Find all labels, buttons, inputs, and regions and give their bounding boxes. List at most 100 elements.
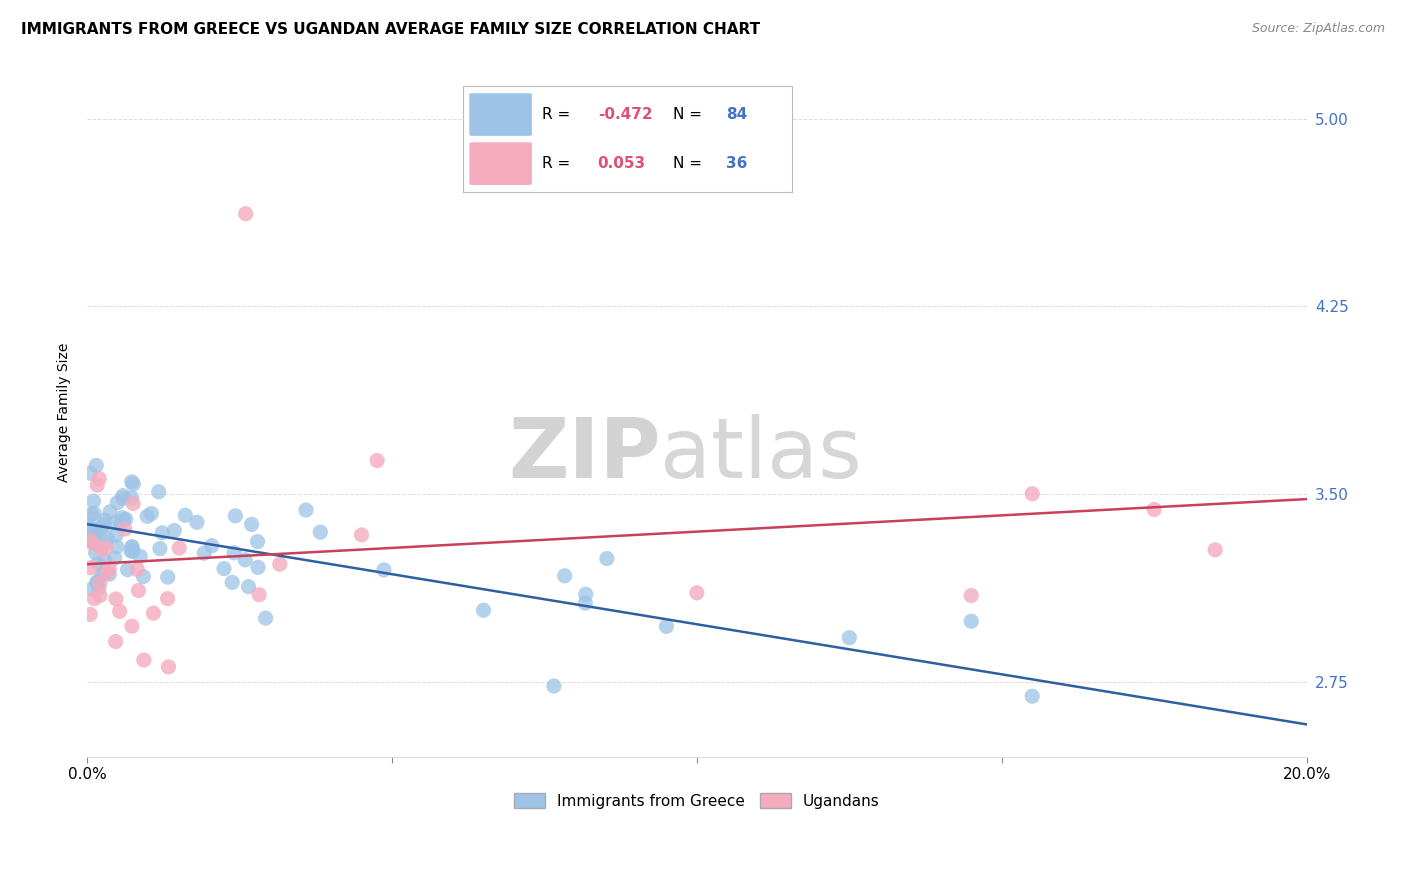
Y-axis label: Average Family Size: Average Family Size — [58, 343, 72, 483]
Point — [221, 575, 243, 590]
Point — [87, 557, 110, 571]
Point — [121, 619, 143, 633]
Point — [121, 540, 143, 554]
Point — [247, 560, 270, 574]
Point — [105, 496, 128, 510]
Point — [224, 508, 246, 523]
Point — [127, 562, 149, 576]
Point — [254, 611, 277, 625]
Point — [79, 521, 101, 535]
Point — [686, 586, 709, 600]
Point — [80, 507, 103, 521]
Point — [93, 566, 115, 580]
Point — [543, 679, 565, 693]
Point — [117, 563, 139, 577]
Point — [157, 660, 180, 674]
Point — [86, 537, 108, 551]
Point — [127, 583, 149, 598]
Point — [112, 513, 135, 527]
Point — [83, 494, 105, 508]
Point — [132, 569, 155, 583]
Point — [96, 531, 118, 545]
Point — [233, 553, 256, 567]
Point — [235, 207, 257, 221]
Point — [79, 533, 101, 548]
Point — [156, 570, 179, 584]
Point — [121, 540, 143, 554]
Point — [295, 503, 318, 517]
Point — [122, 477, 145, 491]
Point — [149, 541, 172, 556]
Point — [89, 576, 111, 591]
Point — [83, 591, 105, 606]
Point — [93, 517, 115, 532]
Point — [104, 516, 127, 530]
Point — [84, 526, 107, 541]
Point — [373, 563, 395, 577]
Point — [86, 576, 108, 591]
Point — [111, 510, 134, 524]
Point — [114, 512, 136, 526]
Point — [89, 589, 111, 603]
Point — [82, 582, 104, 596]
Point — [960, 589, 983, 603]
Point — [246, 534, 269, 549]
Point — [94, 513, 117, 527]
Point — [90, 567, 112, 582]
Point — [129, 549, 152, 564]
Point — [90, 542, 112, 557]
Point — [112, 491, 135, 506]
Point — [98, 561, 121, 575]
Point — [247, 588, 270, 602]
Text: ZIP: ZIP — [508, 414, 661, 494]
Point — [1204, 542, 1226, 557]
Point — [309, 525, 332, 540]
Point — [201, 539, 224, 553]
Point — [98, 567, 121, 582]
Point — [96, 566, 118, 580]
Point — [148, 484, 170, 499]
Point — [108, 604, 131, 618]
Point — [110, 516, 132, 531]
Point — [838, 631, 860, 645]
Point — [472, 603, 495, 617]
Point — [79, 527, 101, 541]
Point — [104, 591, 127, 606]
Point — [1021, 690, 1043, 704]
Point — [136, 509, 159, 524]
Point — [89, 472, 111, 486]
Point — [94, 535, 117, 549]
Point — [222, 546, 245, 560]
Point — [82, 536, 104, 550]
Point — [121, 475, 143, 489]
Text: IMMIGRANTS FROM GREECE VS UGANDAN AVERAGE FAMILY SIZE CORRELATION CHART: IMMIGRANTS FROM GREECE VS UGANDAN AVERAG… — [21, 22, 761, 37]
Point — [90, 522, 112, 536]
Point — [87, 582, 110, 596]
Point — [79, 607, 101, 622]
Point — [163, 524, 186, 538]
Point — [105, 528, 128, 542]
Point — [141, 507, 163, 521]
Point — [104, 634, 127, 648]
Point — [94, 553, 117, 567]
Point — [596, 551, 619, 566]
Point — [174, 508, 197, 523]
Point — [79, 518, 101, 533]
Point — [142, 606, 165, 620]
Point — [238, 580, 260, 594]
Point — [1143, 502, 1166, 516]
Point — [86, 478, 108, 492]
Point — [120, 544, 142, 558]
Point — [212, 561, 235, 575]
Point — [84, 526, 107, 541]
Point — [105, 540, 128, 554]
Point — [554, 569, 576, 583]
Point — [111, 489, 134, 503]
Point — [86, 574, 108, 589]
Point — [83, 507, 105, 521]
Point — [94, 541, 117, 555]
Point — [114, 522, 136, 536]
Point — [83, 525, 105, 540]
Point — [575, 587, 598, 601]
Point — [104, 551, 127, 566]
